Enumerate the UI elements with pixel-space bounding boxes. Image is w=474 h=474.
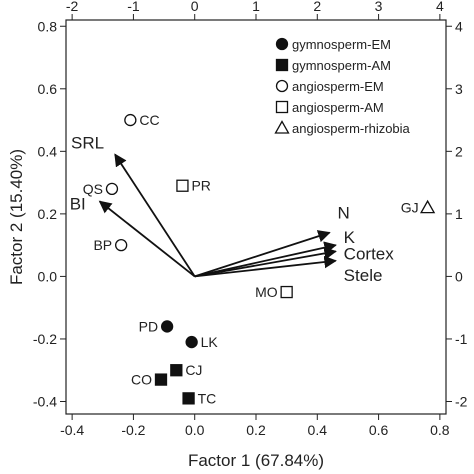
x-tick-label: 0.0 — [185, 422, 205, 438]
point-label: CO — [131, 372, 152, 388]
vector-arrow — [194, 241, 337, 278]
vector-label: K — [344, 228, 356, 247]
legend-label: angiosperm-AM — [292, 100, 384, 115]
vector-arrow — [114, 153, 196, 277]
legend-marker — [275, 37, 289, 51]
legend-marker — [275, 79, 289, 93]
point-marker — [170, 364, 183, 377]
x-tick-label: 0.8 — [430, 422, 450, 438]
vector-label: SRL — [71, 133, 104, 152]
bottom-axis: -0.4 -0.2 0.0 0.2 0.4 0.6 0.8 — [60, 414, 450, 438]
right-tick-label: 2 — [455, 143, 463, 159]
y-axis-title: Factor 2 (15.40%) — [7, 149, 26, 285]
y-tick-label: 0.6 — [38, 81, 58, 97]
x-tick-label: 0.4 — [308, 422, 328, 438]
top-axis: -2 -1 0 1 2 3 4 — [66, 0, 444, 20]
vector-arrow — [194, 247, 337, 278]
y-tick-label: -0.4 — [33, 393, 57, 409]
legend-marker — [275, 100, 289, 114]
point-label: CC — [139, 112, 159, 128]
legend-label: angiosperm-EM — [292, 79, 384, 94]
point-label: LK — [201, 334, 219, 350]
top-tick-label: 1 — [252, 0, 260, 14]
point-marker — [176, 179, 189, 192]
point-label: CJ — [185, 362, 202, 378]
top-tick-label: -2 — [66, 0, 79, 14]
point-label: MO — [255, 284, 278, 300]
right-tick-label: 0 — [455, 268, 463, 284]
x-tick-label: 0.2 — [246, 422, 266, 438]
top-tick-label: 2 — [313, 0, 321, 14]
point-label: QS — [83, 181, 103, 197]
right-tick-label: 1 — [455, 206, 463, 222]
point-marker — [160, 320, 174, 333]
y-tick-label: 0.0 — [38, 268, 58, 284]
vector-arrow — [194, 255, 337, 278]
point-label: PR — [191, 178, 210, 194]
right-tick-label: 4 — [455, 18, 463, 34]
point-label: GJ — [401, 200, 419, 216]
plot-frame — [65, 19, 447, 415]
vector-arrow — [194, 230, 331, 278]
top-tick-label: 4 — [436, 0, 444, 14]
y-tick-label: 0.4 — [38, 143, 58, 159]
point-marker — [182, 392, 195, 405]
right-tick-label: -2 — [455, 393, 468, 409]
point-marker — [419, 199, 436, 214]
legend-label: gymnosperm-EM — [292, 37, 391, 52]
vector-arrow — [98, 200, 196, 278]
x-tick-label: 0.6 — [369, 422, 389, 438]
right-axis: -2 -1 0 1 2 3 4 — [446, 18, 468, 409]
right-tick-label: 3 — [455, 81, 463, 97]
left-axis: -0.4 -0.2 0.0 0.2 0.4 0.6 0.8 — [33, 18, 66, 409]
y-tick-label: -0.2 — [33, 331, 57, 347]
top-tick-label: 0 — [191, 0, 199, 14]
x-tick-label: -0.4 — [60, 422, 84, 438]
point-marker — [124, 113, 137, 127]
point-label: BP — [93, 237, 112, 253]
point-label: TC — [198, 390, 217, 406]
point-label: PD — [139, 318, 158, 334]
point-marker — [154, 373, 168, 386]
vector-label: Cortex — [344, 244, 395, 263]
top-tick-label: 3 — [375, 0, 383, 14]
data-points: CC QS BP PR GJ MO PD LK CJ CO TC — [83, 112, 436, 406]
point-marker — [115, 238, 128, 252]
point-marker — [280, 285, 293, 299]
legend: gymnosperm-EM gymnosperm-AM angiosperm-EM a… — [274, 37, 411, 136]
point-marker — [105, 182, 119, 196]
y-tick-label: 0.8 — [38, 18, 58, 34]
point-marker — [185, 335, 198, 349]
legend-marker — [275, 58, 289, 72]
legend-label: gymnosperm-AM — [292, 58, 391, 73]
vector-label: N — [338, 204, 350, 223]
vector-label: BI — [70, 194, 86, 213]
vector-label: Stele — [344, 266, 383, 285]
legend-label: angiosperm-rhizobia — [292, 121, 411, 136]
top-tick-label: -1 — [127, 0, 140, 14]
legend-marker — [274, 120, 290, 134]
x-axis-title: Factor 1 (67.84%) — [188, 451, 324, 470]
y-tick-label: 0.2 — [38, 206, 58, 222]
right-tick-label: -1 — [455, 331, 468, 347]
x-tick-label: -0.2 — [121, 422, 145, 438]
